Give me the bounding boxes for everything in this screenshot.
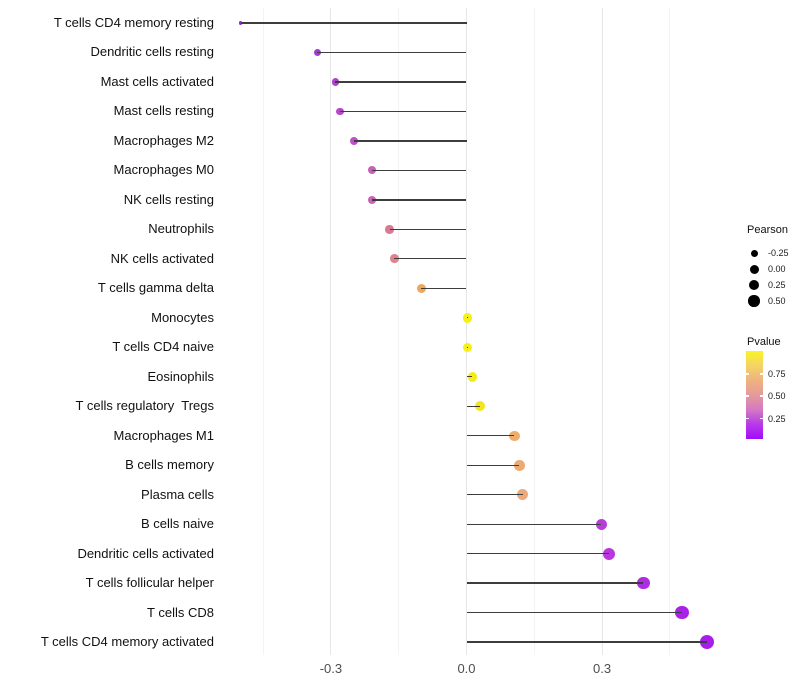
row-label: Dendritic cells resting [90,44,214,60]
pearson-legend-title: Pearson [747,224,788,236]
row-label: NK cells resting [123,191,214,207]
lollipop-stem [466,405,480,407]
colorbar-label: 0.25 [768,413,786,424]
legend-size-label: 0.00 [768,264,786,274]
lollipop-dot [517,489,529,501]
legend-size-label: 0.50 [768,296,786,306]
row-label: Monocytes [151,309,214,325]
lollipop-stem [466,552,610,555]
row-label: T cells CD4 memory resting [53,15,214,30]
lollipop-dot [462,342,473,353]
colorbar-tick-left [746,373,749,375]
legend-size-label: 0.25 [768,280,786,290]
row-label: T cells CD4 naive [112,339,214,355]
row-label: Mast cells activated [100,73,214,89]
lollipop-stem [466,523,602,525]
row-label: Eosinophils [147,368,215,384]
row-label: Macrophages M0 [113,162,214,178]
lollipop-stem [466,641,707,643]
lollipop-dot [675,605,689,620]
x-tick-label: -0.3 [319,661,343,676]
gridline-minor [669,8,671,655]
lollipop-dot [514,459,525,471]
lollipop-stem [371,169,467,172]
lollipop-stem [335,81,467,83]
gridline-major [466,8,467,655]
legend-size-dot [749,264,759,274]
lollipop-stem [466,611,683,614]
lollipop-stem [339,110,467,113]
legend-size-dot [750,249,758,257]
legend-size-dot [748,295,760,307]
colorbar-tick-left [746,395,749,397]
lollipop-dot [474,401,485,412]
lollipop-stem [466,435,515,437]
lollipop-dot [636,576,650,590]
row-label: T cells gamma delta [97,280,214,296]
colorbar-label: 0.50 [768,390,786,401]
gridline-minor [533,8,535,655]
row-label: Plasma cells [141,486,214,502]
lollipop-stem [389,228,467,230]
colorbar-tick-left [746,418,749,420]
row-label: Dendritic cells activated [77,545,214,561]
lollipop-stem [466,346,468,348]
lollipop-stem [466,376,473,378]
lollipop-stem [317,51,467,54]
colorbar-tick-right [760,373,763,375]
row-label: NK cells activated [110,250,214,266]
row-label: T cells follicular helper [85,575,214,591]
lollipop-dot [416,283,426,293]
lollipop-stem [421,287,467,289]
row-label: Mast cells resting [113,103,214,119]
lollipop-stem [466,317,468,319]
lollipop-stem [466,464,520,466]
lollipop-stem [371,199,467,201]
row-label: B cells memory [125,457,214,473]
legend-size-label: -0.25 [768,248,789,258]
row-label: Macrophages M2 [113,132,214,148]
gridline-minor [398,8,400,655]
lollipop-stem [353,140,467,142]
gridline-major [601,8,603,655]
colorbar-tick-right [760,418,763,420]
gridline-major [330,8,332,655]
lollipop-dot [699,635,714,650]
lollipop-dot [603,547,616,560]
row-label: B cells naive [141,516,214,532]
row-label: Macrophages M1 [113,427,214,443]
lollipop-stem [240,22,467,24]
x-tick-label: 0.3 [593,661,612,676]
x-tick-label: 0.0 [457,661,476,676]
colorbar-label: 0.75 [768,368,786,379]
lollipop-stem [394,258,467,260]
row-label: T cells regulatory Tregs [75,398,214,414]
colorbar-tick-right [760,395,763,397]
row-label: T cells CD8 [147,604,214,620]
lollipop-stem [466,582,644,584]
pvalue-legend-title: Pvalue [747,336,781,348]
row-label: Neutrophils [148,221,214,237]
lollipop-dot [462,313,473,323]
pvalue-colorbar [746,351,763,439]
legend-size-dot [749,280,759,290]
gridline-minor [262,8,264,655]
lollipop-stem [466,494,523,496]
row-label: T cells CD4 memory activated [40,634,214,650]
